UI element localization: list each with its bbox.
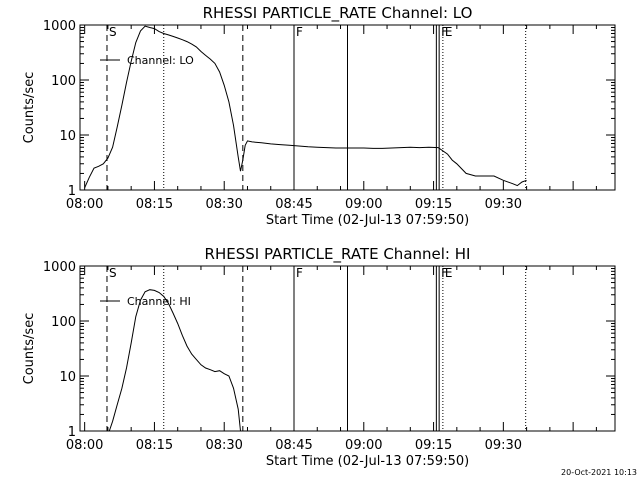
- chart-title: RHESSI PARTICLE_RATE Channel: LO: [203, 4, 473, 23]
- event-marker-label: F: [296, 266, 303, 280]
- x-tick-label: 08:30: [205, 197, 242, 212]
- event-marker-label: E: [445, 266, 453, 280]
- y-axis-label: Counts/sec: [22, 313, 37, 385]
- y-tick-label: 100: [51, 74, 76, 89]
- footer-timestamp: 20-Oct-2021 10:13: [561, 468, 637, 477]
- x-tick-label: 09:15: [415, 438, 452, 453]
- x-tick-label: 09:30: [485, 438, 522, 453]
- chart-panel-1: RHESSI PARTICLE_RATE Channel: HI Start Ti…: [22, 245, 616, 469]
- y-tick-label: 100: [51, 315, 76, 330]
- x-tick-label: 08:30: [205, 438, 242, 453]
- legend-entry: Channel: HI: [127, 295, 191, 308]
- x-axis-label: Start Time (02-Jul-13 07:59:50): [266, 213, 469, 228]
- legend: Channel: LO: [100, 54, 194, 67]
- chart-title: RHESSI PARTICLE_RATE Channel: HI: [205, 245, 471, 264]
- x-tick-label: 08:00: [66, 438, 103, 453]
- x-tick-label: 08:15: [136, 438, 173, 453]
- x-tick-label: 08:45: [275, 197, 312, 212]
- event-marker-label: S: [109, 25, 117, 39]
- event-marker-label: F: [441, 25, 448, 39]
- series-line: [84, 25, 527, 188]
- series-line: [108, 289, 241, 432]
- y-tick-label: 1000: [43, 19, 76, 34]
- legend: Channel: HI: [100, 295, 191, 308]
- x-tick-label: 08:15: [136, 197, 173, 212]
- chart-panel-0: RHESSI PARTICLE_RATE Channel: LO Start Ti…: [22, 4, 616, 228]
- x-tick-label: 09:00: [345, 438, 382, 453]
- x-tick-label: 09:00: [345, 197, 382, 212]
- event-marker-label: F: [296, 25, 303, 39]
- legend-entry: Channel: LO: [127, 54, 194, 67]
- y-tick-label: 1: [68, 184, 76, 199]
- x-tick-label: 09:15: [415, 197, 452, 212]
- x-tick-label: 09:30: [485, 197, 522, 212]
- y-tick-label: 1: [68, 425, 76, 440]
- event-marker-label: E: [445, 25, 453, 39]
- y-axis-label: Counts/sec: [22, 72, 37, 144]
- y-tick-label: 10: [59, 370, 76, 385]
- x-tick-label: 08:00: [66, 197, 103, 212]
- event-marker-label: S: [109, 266, 117, 280]
- y-tick-label: 10: [59, 129, 76, 144]
- y-tick-label: 1000: [43, 260, 76, 275]
- x-tick-label: 08:45: [275, 438, 312, 453]
- x-axis-label: Start Time (02-Jul-13 07:59:50): [266, 454, 469, 469]
- event-marker-label: F: [441, 266, 448, 280]
